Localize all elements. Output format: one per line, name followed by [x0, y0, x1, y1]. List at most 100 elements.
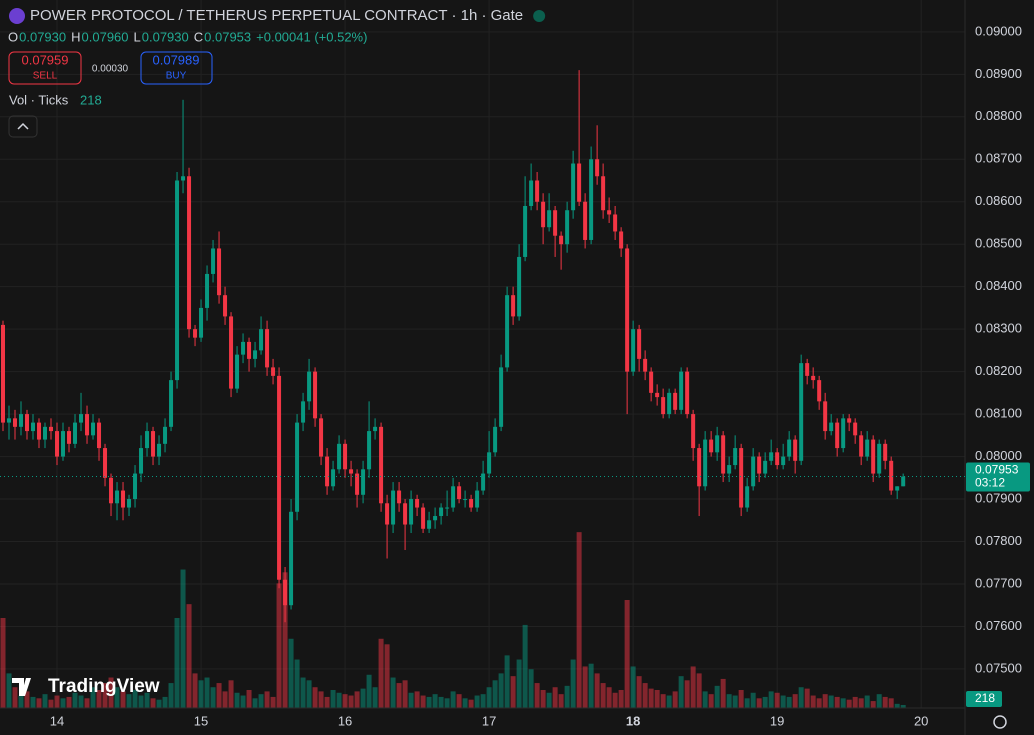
volume-bar: [780, 695, 786, 708]
collapse-button[interactable]: [8, 115, 38, 138]
volume-bar: [816, 698, 822, 708]
candle-body: [67, 431, 72, 444]
volume-bar: [246, 690, 252, 708]
volume-bar: [174, 618, 180, 708]
volume-bar: [786, 696, 792, 708]
y-tick-label: 0.07800: [975, 533, 1022, 548]
candle-body: [253, 350, 258, 359]
volume-bar: [546, 692, 552, 708]
volume-bar: [228, 680, 234, 708]
volume-bar: [84, 698, 90, 708]
candle-body: [775, 452, 780, 466]
volume-bar: [426, 696, 432, 708]
volume-bar: [348, 695, 354, 708]
candle-body: [115, 490, 120, 504]
y-tick-label: 0.08200: [975, 363, 1022, 378]
market-status: [533, 10, 546, 22]
candle-body: [199, 307, 204, 338]
volume-bar: [312, 687, 318, 708]
volume-bar: [864, 695, 870, 708]
candle-body: [355, 473, 360, 495]
volume-bar: [354, 691, 360, 708]
legend-value: 0.07930: [19, 29, 66, 44]
volume-bar: [54, 695, 60, 708]
volume-bar: [858, 698, 864, 708]
volume-bar: [636, 676, 642, 708]
volume-bar: [516, 659, 522, 708]
candle-body: [247, 341, 252, 359]
volume-bar: [576, 532, 582, 708]
volume-bar: [900, 704, 906, 708]
volume-bar: [198, 680, 204, 708]
volume-bar: [72, 692, 78, 708]
candle-body: [103, 448, 108, 478]
candle-body: [751, 456, 756, 487]
volume-bar: [180, 569, 186, 708]
sell-button[interactable]: [8, 51, 82, 85]
candle-body: [97, 422, 102, 449]
volume-bar: [558, 694, 564, 708]
y-tick-label: 0.08100: [975, 406, 1022, 421]
candle-body: [55, 431, 60, 457]
candle-body: [433, 516, 438, 521]
volume-bar: [108, 677, 114, 708]
volume-bar: [876, 694, 882, 708]
volume-bar: [300, 677, 306, 708]
candle-body: [883, 443, 888, 461]
y-tick-label: 0.08500: [975, 236, 1022, 251]
volume-bar: [690, 666, 696, 708]
volume-bar: [306, 680, 312, 708]
candle-body: [73, 422, 78, 444]
candle-body: [289, 511, 294, 606]
candle-body: [49, 426, 54, 432]
volume-bar: [534, 683, 540, 708]
candle-body: [229, 316, 234, 389]
x-tick-label: 19: [770, 713, 784, 728]
candle-body: [643, 358, 648, 372]
volume-bar: [630, 666, 636, 708]
volume-bar: [642, 683, 648, 708]
candle-body: [463, 499, 468, 501]
volume-bar: [462, 698, 468, 708]
volume-bar: [696, 673, 702, 708]
volume-bar: [222, 691, 228, 708]
candle-body: [577, 163, 582, 202]
sell-label: SELL: [33, 71, 58, 82]
volume-bar: [774, 692, 780, 708]
buy-button[interactable]: [140, 51, 213, 85]
volume-bar: [186, 604, 192, 708]
candle-body: [271, 367, 276, 376]
candle-body: [547, 210, 552, 228]
candle-body: [595, 159, 600, 177]
volume-bar: [90, 687, 96, 708]
volume-bar: [492, 680, 498, 708]
volume-bar: [510, 676, 516, 708]
candle-body: [235, 354, 240, 389]
candle-body: [895, 486, 900, 491]
candle-body: [61, 431, 66, 457]
y-tick-label: 0.07500: [975, 660, 1022, 675]
y-tick-label: 0.08300: [975, 321, 1022, 336]
settings-icon[interactable]: [993, 715, 1007, 729]
volume-bar: [18, 695, 24, 708]
candle-body: [541, 201, 546, 228]
candle-body: [853, 422, 858, 436]
legend-key: H: [71, 29, 80, 44]
legend-key: O: [8, 29, 18, 44]
candle-body: [187, 176, 192, 330]
price-tag-countdown: 03:12: [975, 476, 1005, 490]
volume-bar: [372, 687, 378, 708]
candle-body: [13, 418, 18, 427]
candle-body: [457, 486, 462, 500]
buy-label: BUY: [166, 71, 187, 82]
brand-name: TradingView: [48, 676, 160, 697]
candle-body: [811, 375, 816, 381]
volume-bar: [654, 690, 660, 708]
volume-bar: [294, 659, 300, 708]
volume-bar: [378, 638, 384, 708]
volume-bar: [258, 694, 264, 708]
volume-bar: [318, 691, 324, 708]
candle-body: [703, 439, 708, 487]
x-tick-label: 18: [626, 713, 640, 728]
